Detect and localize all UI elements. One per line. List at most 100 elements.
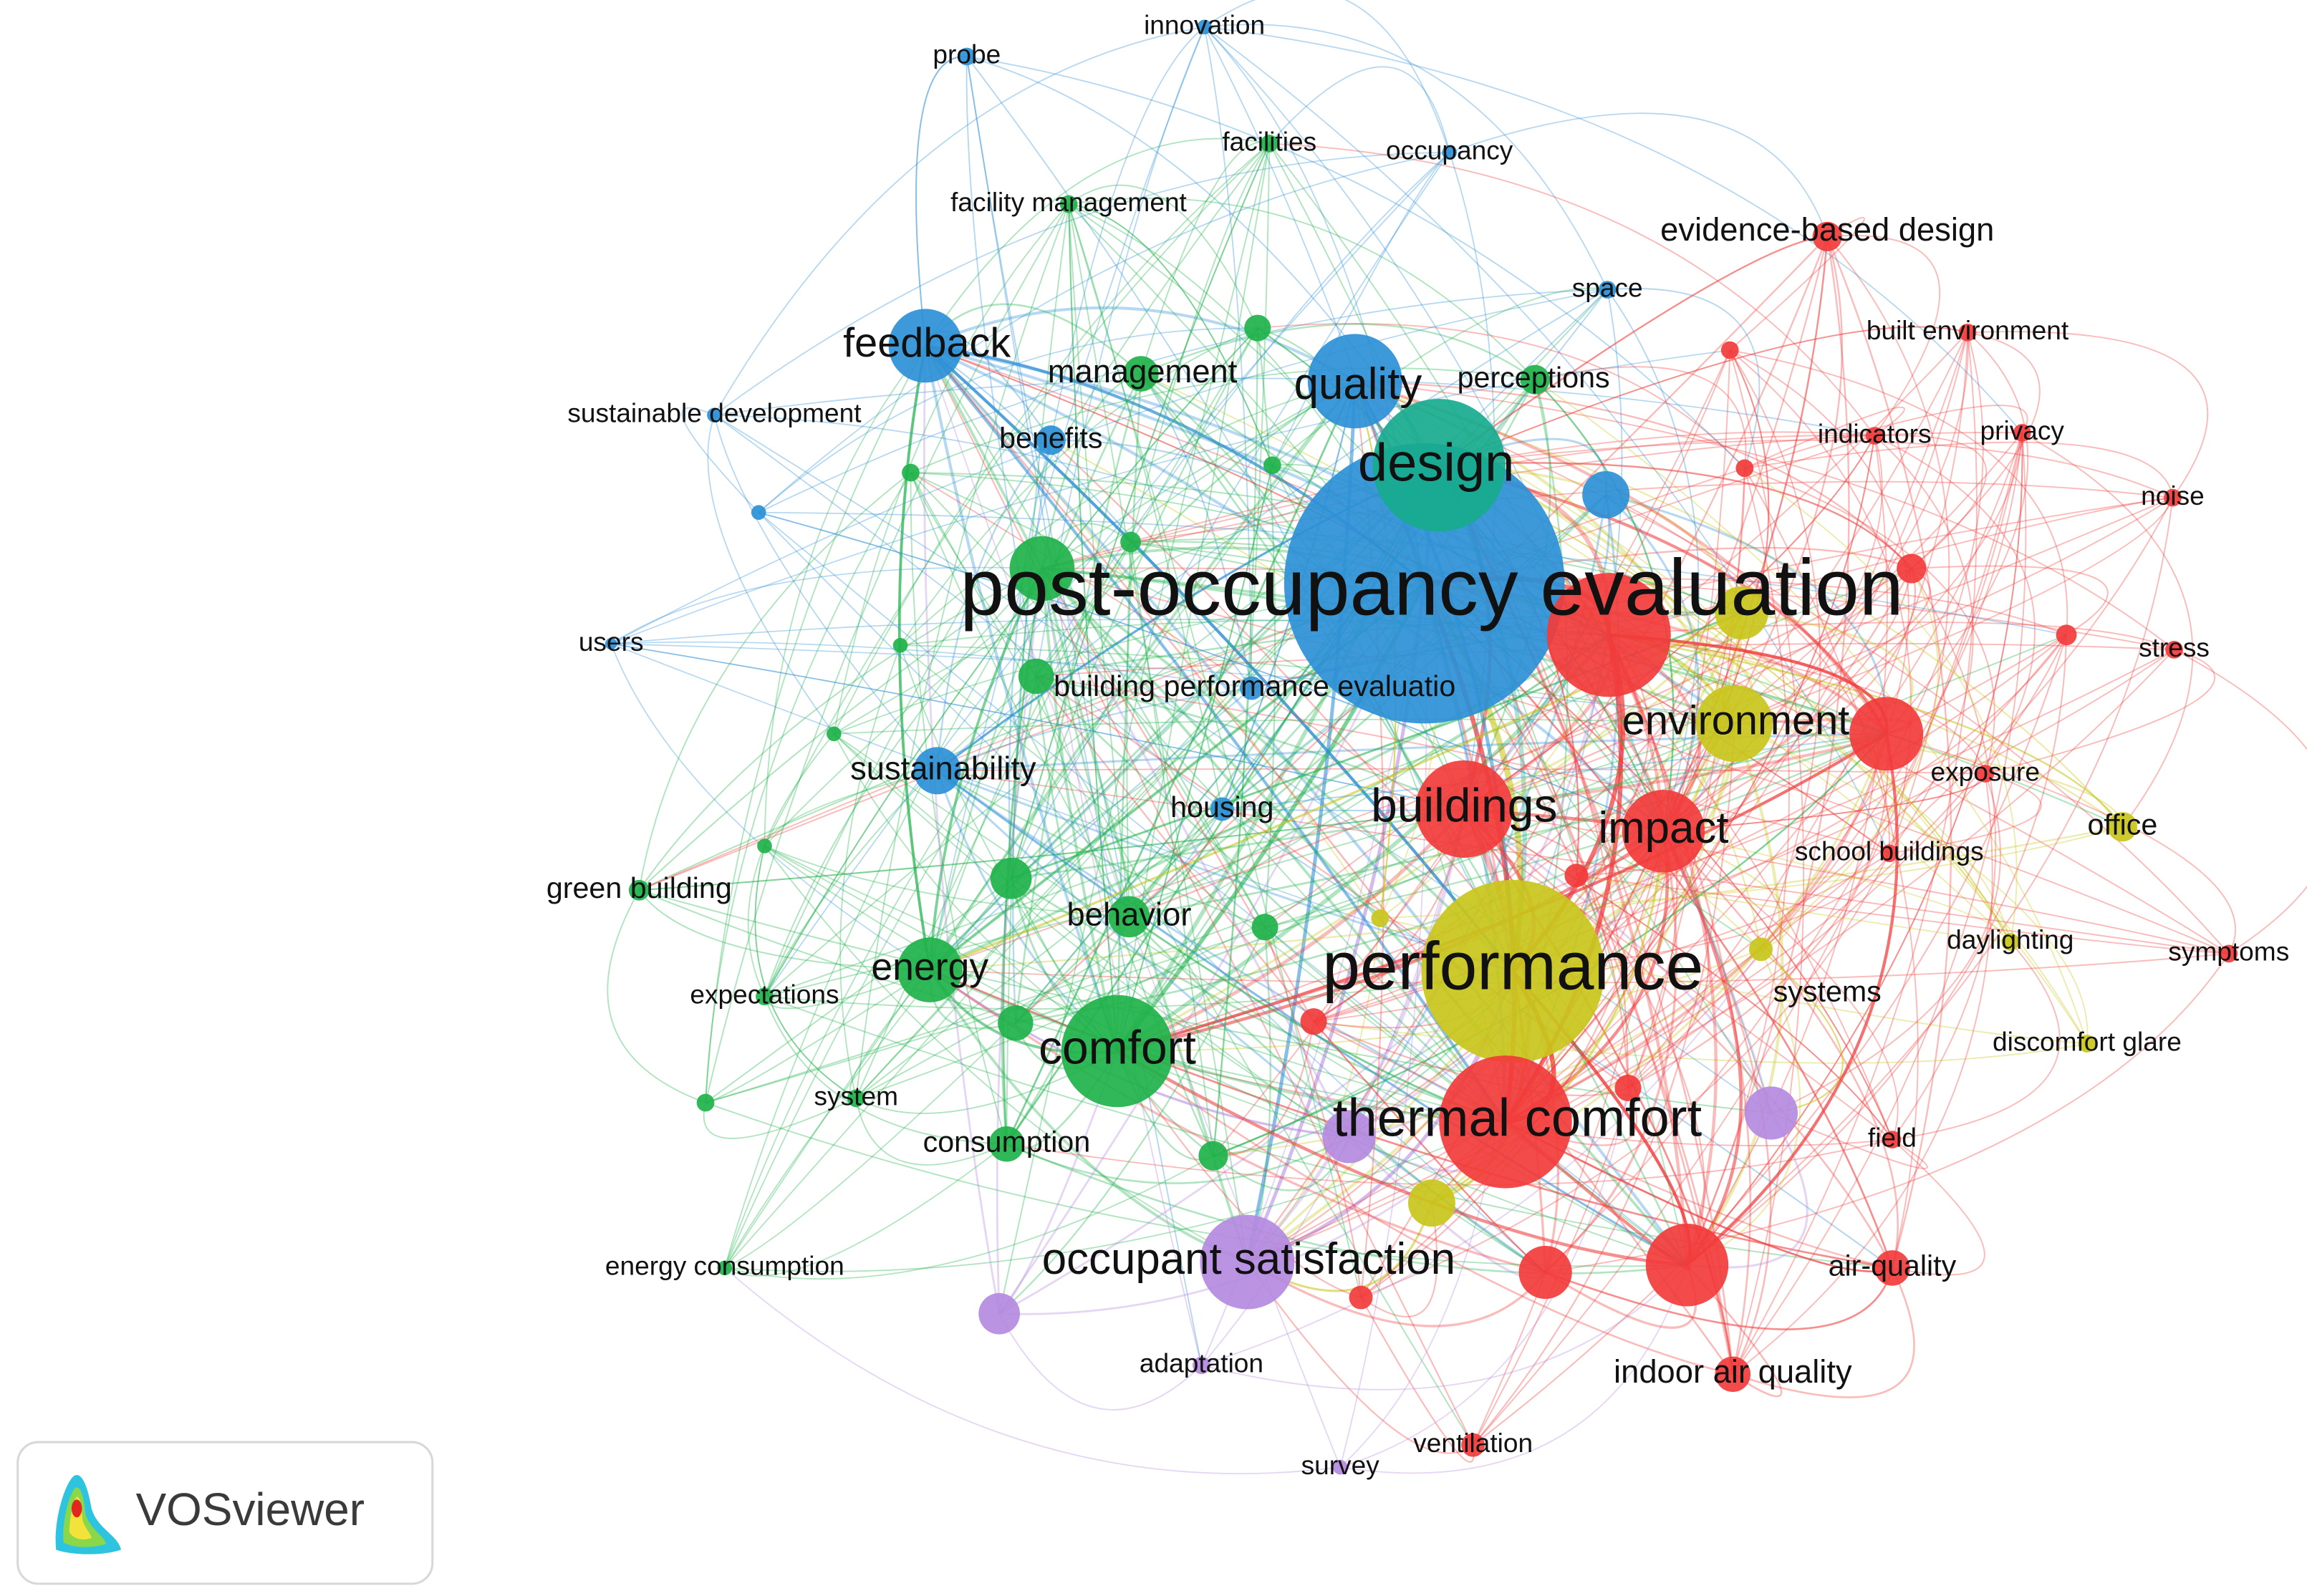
node	[1407, 1179, 1455, 1227]
logo-frame	[16, 1441, 434, 1585]
node	[1197, 19, 1212, 35]
edge	[764, 845, 1130, 918]
edge	[929, 289, 1608, 971]
edge	[1463, 497, 2173, 810]
edge	[1686, 435, 1888, 1266]
edge	[998, 143, 1271, 1314]
edge	[764, 845, 1248, 1263]
node	[751, 505, 766, 521]
edge	[1423, 582, 1894, 1269]
node	[1251, 914, 1278, 941]
node	[1735, 459, 1754, 478]
edge	[936, 770, 1506, 1123]
edge	[723, 568, 1043, 1269]
node	[1695, 685, 1773, 763]
edge	[638, 889, 1506, 1123]
edge	[924, 344, 1689, 1266]
edge	[1885, 332, 2029, 735]
edge	[1117, 649, 2174, 1052]
edge	[1116, 373, 1142, 1051]
edge	[915, 55, 967, 346]
node-label: occupancy	[1386, 135, 1513, 165]
edge	[1663, 830, 1791, 950]
edge	[1010, 143, 1271, 879]
node-label: privacy	[1980, 415, 2065, 445]
edge	[855, 289, 1608, 1099]
node	[1461, 1433, 1485, 1457]
node	[1883, 1131, 1902, 1148]
node-label: daylighting	[1947, 924, 2074, 954]
edge	[965, 56, 1130, 917]
edge	[1609, 634, 1986, 774]
edge	[1221, 808, 1893, 1269]
node-label: facility management	[950, 187, 1187, 217]
edge	[900, 644, 1118, 1052]
edge	[1760, 948, 1844, 1114]
node	[707, 407, 722, 423]
node	[1582, 471, 1630, 518]
edge	[1354, 380, 1912, 569]
node	[988, 1126, 1025, 1162]
node-label: feedback	[843, 320, 1011, 366]
edge	[703, 1097, 857, 1139]
edge	[1313, 852, 1890, 1022]
node-label: comfort	[1039, 1020, 1196, 1073]
edge	[610, 349, 1730, 644]
edge	[1130, 431, 1875, 543]
node-label: energy	[871, 946, 988, 989]
edge	[1041, 568, 1315, 1022]
edge	[724, 1267, 1341, 1475]
edge	[1892, 1138, 1985, 1276]
node	[1061, 995, 1174, 1108]
edge	[611, 643, 1465, 810]
edge	[936, 440, 1052, 771]
edge	[855, 203, 1069, 1098]
node	[990, 857, 1032, 899]
edge	[1730, 349, 2068, 635]
edge	[965, 56, 1203, 1366]
edge	[1545, 1267, 1894, 1330]
edge	[764, 142, 1270, 846]
node-label: probe	[933, 39, 1001, 69]
node	[1645, 1224, 1729, 1307]
node-label: office	[2088, 808, 2158, 841]
edge	[705, 345, 926, 1103]
logo-text: VOSviewer	[136, 1484, 365, 1535]
edge	[1438, 236, 1828, 466]
edge	[833, 203, 1069, 735]
node	[717, 1260, 733, 1276]
edge	[1687, 949, 1801, 1266]
labels: post-occupancy evaluation design quality fe…	[546, 10, 2289, 1480]
edge	[1271, 152, 1450, 466]
edge	[1360, 1297, 1475, 1463]
edge	[1662, 830, 1743, 1267]
edge	[681, 407, 759, 513]
edge	[1686, 733, 1899, 1267]
edge	[1036, 675, 1890, 854]
edge	[1605, 494, 1890, 853]
edge	[1117, 830, 1665, 1053]
node	[1614, 1074, 1642, 1101]
edge	[1212, 328, 1258, 1156]
edge	[1505, 1121, 1893, 1273]
edge	[1505, 432, 2023, 1123]
node	[1372, 399, 1506, 532]
edge	[638, 435, 1875, 891]
edge	[1340, 1264, 1688, 1474]
edge	[910, 472, 1130, 917]
edge	[930, 952, 2229, 985]
edge	[1313, 612, 1743, 1022]
edge	[936, 770, 1546, 1274]
edge	[998, 927, 1266, 1315]
node-label: built environment	[1867, 315, 2069, 345]
edge	[610, 566, 1042, 644]
node	[1018, 658, 1054, 695]
edge	[1744, 468, 1995, 774]
edge	[925, 345, 1734, 1375]
edge	[1438, 464, 2011, 942]
edge	[724, 1143, 1008, 1277]
edge	[1041, 568, 1203, 1366]
edge	[1607, 634, 1718, 1266]
node-label: school buildings	[1795, 836, 1984, 866]
edge	[1012, 440, 1052, 1023]
